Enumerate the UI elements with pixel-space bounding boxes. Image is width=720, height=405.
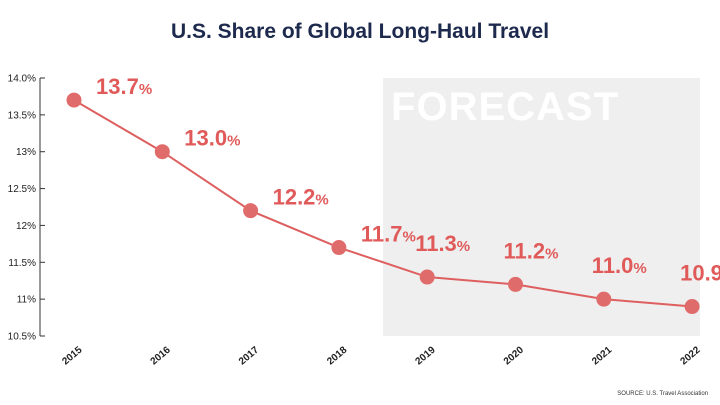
y-axis-ticks: 14.0% 13.5% 13% 12.5% 12% 11.5% 11% 10.5% — [8, 74, 45, 343]
x-tick-label: 2022 — [678, 344, 702, 367]
x-tick-label: 2015 — [60, 344, 84, 367]
y-tick-label: 14.0% — [8, 74, 36, 85]
data-label: 11.2% — [504, 238, 559, 263]
data-label: 12.2% — [273, 185, 329, 210]
data-label: 11.3% — [415, 231, 470, 256]
data-point — [331, 240, 347, 256]
source-note: SOURCE: U.S. Travel Association — [617, 391, 708, 397]
data-point — [243, 203, 259, 219]
x-tick-label: 2020 — [502, 344, 526, 367]
data-point — [154, 144, 170, 160]
y-tick-label: 10.5% — [8, 332, 36, 343]
y-tick-label: 13.5% — [8, 110, 36, 121]
chart-title: U.S. Share of Global Long-Haul Travel — [171, 20, 549, 43]
y-tick-label: 13% — [16, 147, 36, 158]
data-label: 13.0% — [184, 126, 240, 151]
forecast-label: FORECAST — [391, 85, 619, 129]
data-point — [596, 291, 612, 307]
x-tick-label: 2016 — [149, 344, 173, 367]
y-tick-label: 11.5% — [8, 258, 36, 269]
x-tick-label: 2021 — [590, 344, 614, 367]
data-points — [66, 92, 700, 315]
data-label: 13.7% — [96, 74, 152, 99]
y-tick-label: 11% — [17, 295, 36, 306]
y-tick-label: 12.5% — [8, 184, 36, 195]
x-tick-label: 2019 — [414, 344, 438, 367]
data-point — [419, 269, 435, 285]
data-point — [508, 276, 523, 292]
data-point — [66, 92, 82, 108]
data-label: 11.7% — [361, 222, 416, 247]
data-label: 11.0% — [592, 253, 647, 278]
x-tick-label: 2017 — [237, 344, 261, 367]
data-label: 10.9% — [680, 261, 720, 286]
x-axis-ticks: 2015 2016 2017 2018 2019 2020 2021 2022 — [60, 344, 703, 367]
x-tick-label: 2018 — [325, 344, 349, 367]
y-tick-label: 12% — [16, 221, 36, 232]
data-point — [684, 299, 700, 315]
series-line-path — [73, 99, 693, 308]
series-line — [73, 99, 693, 308]
data-labels: 13.7% 13.0% 12.2% 11.7%11.3% 11.2% 11.0% 10.9% — [96, 74, 720, 285]
forecast-region — [383, 78, 700, 336]
